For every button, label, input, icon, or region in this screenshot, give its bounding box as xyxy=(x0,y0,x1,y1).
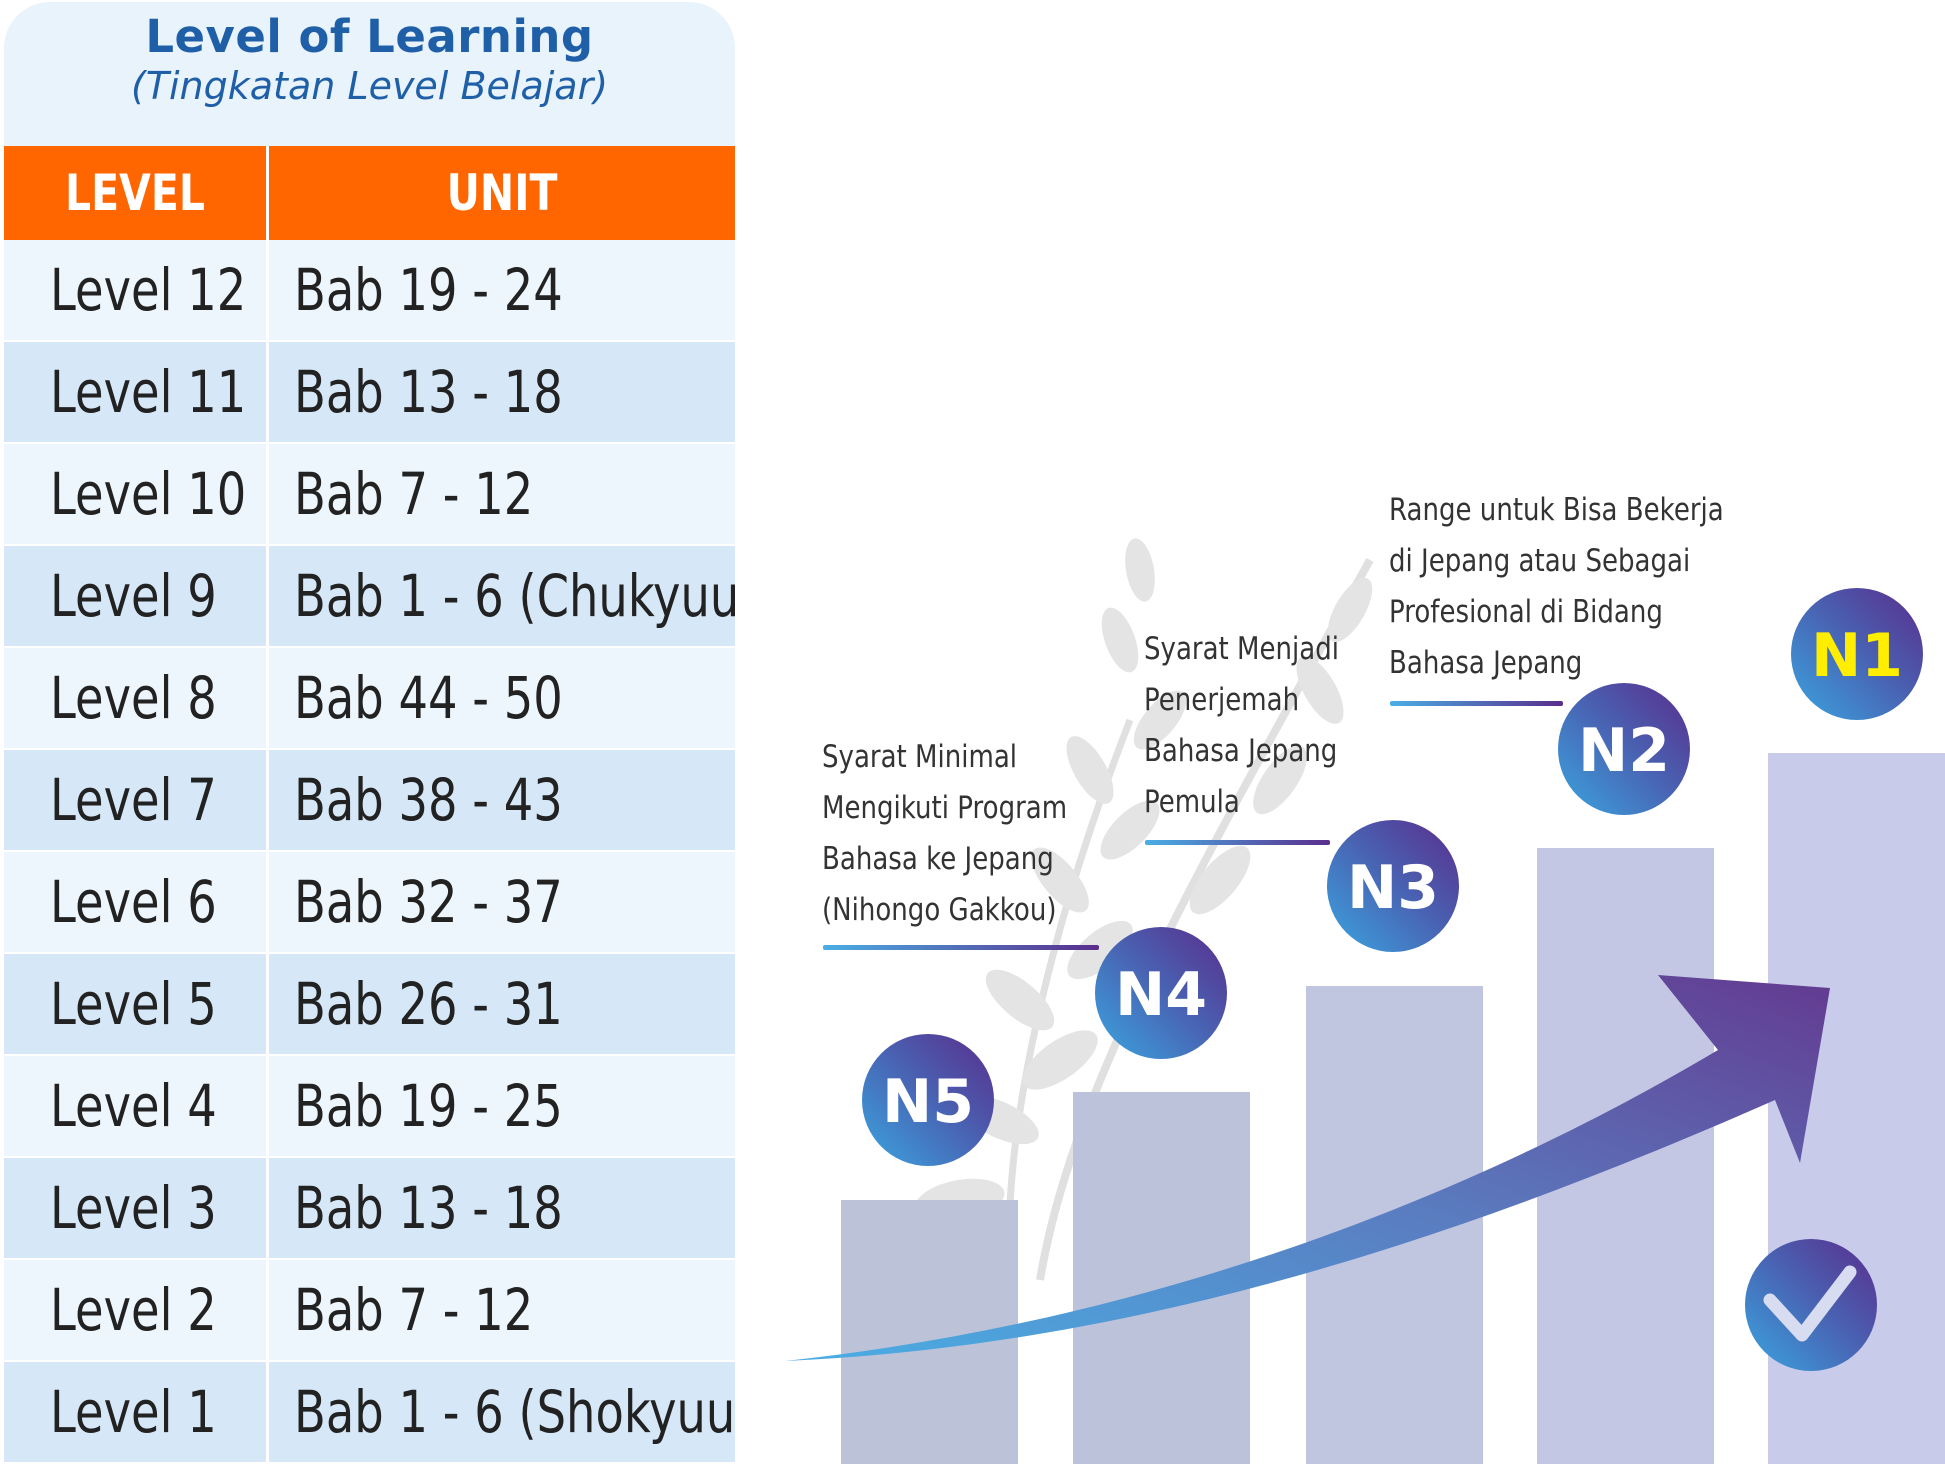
row-unit: Bab 44 - 50 xyxy=(294,664,563,732)
note-n4: Syarat Minimal Mengikuti Program Bahasa … xyxy=(822,732,1067,936)
table-row: Level 8 Bab 44 - 50 xyxy=(4,648,735,750)
badge-n2: N2 xyxy=(1558,683,1690,815)
row-level: Level 2 xyxy=(50,1276,217,1344)
note-n3-line-1: Syarat Menjadi xyxy=(1144,631,1339,667)
row-separator xyxy=(4,1054,735,1056)
row-unit: Bab 7 - 12 xyxy=(294,1276,534,1344)
table-row: Level 5 Bab 26 - 31 xyxy=(4,954,735,1056)
row-separator xyxy=(4,748,735,750)
row-unit: Bab 1 - 6 (Chukyuu) xyxy=(294,562,735,630)
card-title: Level of Learning xyxy=(145,10,594,63)
row-separator xyxy=(4,850,735,852)
badge-n1: N1 xyxy=(1791,588,1923,720)
note-n2-line-2: di Jepang atau Sebagai xyxy=(1389,543,1691,579)
note-n2-line-4: Bahasa Jepang xyxy=(1389,645,1583,681)
row-level: Level 1 xyxy=(50,1378,217,1446)
row-separator xyxy=(4,1156,735,1158)
row-unit: Bab 19 - 24 xyxy=(294,256,563,324)
note-n3-line-2: Penerjemah xyxy=(1144,682,1300,718)
row-separator xyxy=(4,1258,735,1260)
row-level: Level 8 xyxy=(50,664,217,732)
row-unit: Bab 1 - 6 (Shokyuu) xyxy=(294,1378,735,1446)
note-n3-line-4: Pemula xyxy=(1144,784,1240,820)
header-unit: UNIT xyxy=(446,164,558,222)
badge-n4: N4 xyxy=(1095,927,1227,1059)
table-row: Level 6 Bab 32 - 37 xyxy=(4,852,735,954)
row-level: Level 10 xyxy=(50,460,247,528)
row-level: Level 6 xyxy=(50,868,217,936)
table-row: Level 9 Bab 1 - 6 (Chukyuu) xyxy=(4,546,735,648)
row-unit: Bab 13 - 18 xyxy=(294,358,563,426)
check-icon xyxy=(1745,1239,1877,1371)
header-level: LEVEL xyxy=(64,164,205,222)
table-row: Level 4 Bab 19 - 25 xyxy=(4,1056,735,1158)
note-n3: Syarat Menjadi Penerjemah Bahasa Jepang … xyxy=(1144,624,1339,828)
row-separator xyxy=(4,340,735,342)
table-row: Level 3 Bab 13 - 18 xyxy=(4,1158,735,1260)
note-underline-n3 xyxy=(1145,840,1330,845)
row-unit: Bab 13 - 18 xyxy=(294,1174,563,1242)
row-level: Level 12 xyxy=(50,256,247,324)
note-n2: Range untuk Bisa Bekerja di Jepang atau … xyxy=(1389,485,1724,689)
table-row: Level 10 Bab 7 - 12 xyxy=(4,444,735,546)
row-level: Level 7 xyxy=(50,766,217,834)
note-n3-line-3: Bahasa Jepang xyxy=(1144,733,1338,769)
badge-n1-label: N1 xyxy=(1811,621,1903,691)
card-subtitle: (Tingkatan Level Belajar) xyxy=(130,64,609,108)
table-row: Level 7 Bab 38 - 43 xyxy=(4,750,735,852)
note-n4-line-3: Bahasa ke Jepang xyxy=(822,841,1054,877)
badge-n5-label: N5 xyxy=(882,1067,974,1137)
row-unit: Bab 38 - 43 xyxy=(294,766,563,834)
column-divider xyxy=(266,146,269,1462)
row-unit: Bab 7 - 12 xyxy=(294,460,534,528)
note-n4-line-4: (Nihongo Gakkou) xyxy=(822,892,1057,928)
row-level: Level 5 xyxy=(50,970,217,1038)
note-n2-line-3: Profesional di Bidang xyxy=(1389,594,1663,630)
row-level: Level 11 xyxy=(50,358,247,426)
row-separator xyxy=(4,442,735,444)
row-separator xyxy=(4,1360,735,1362)
note-n4-line-2: Mengikuti Program xyxy=(822,790,1068,826)
row-unit: Bab 19 - 25 xyxy=(294,1072,563,1140)
row-unit: Bab 32 - 37 xyxy=(294,868,563,936)
row-separator xyxy=(4,646,735,648)
row-separator xyxy=(4,952,735,954)
growth-arrow-icon xyxy=(785,975,1830,1361)
badge-n4-label: N4 xyxy=(1115,960,1207,1030)
table-row: Level 2 Bab 7 - 12 xyxy=(4,1260,735,1362)
row-level: Level 3 xyxy=(50,1174,217,1242)
table-row: Level 12 Bab 19 - 24 xyxy=(4,240,735,342)
row-level: Level 9 xyxy=(50,562,217,630)
row-unit: Bab 26 - 31 xyxy=(294,970,563,1038)
badge-n3: N3 xyxy=(1327,820,1459,952)
note-underline-n4 xyxy=(823,945,1099,950)
table-row: Level 1 Bab 1 - 6 (Shokyuu) xyxy=(4,1362,735,1462)
badge-n5: N5 xyxy=(862,1034,994,1166)
row-separator xyxy=(4,544,735,546)
row-level: Level 4 xyxy=(50,1072,217,1140)
note-underline-n2 xyxy=(1390,701,1563,706)
table-header: LEVEL UNIT xyxy=(4,146,735,240)
learning-level-card: Level of Learning (Tingkatan Level Belaj… xyxy=(4,2,735,1462)
note-n4-line-1: Syarat Minimal xyxy=(822,739,1018,775)
table-row: Level 11 Bab 13 - 18 xyxy=(4,342,735,444)
badge-n2-label: N2 xyxy=(1578,716,1670,786)
note-n2-line-1: Range untuk Bisa Bekerja xyxy=(1389,492,1724,528)
plant-decoration xyxy=(915,538,1374,1281)
badge-n3-label: N3 xyxy=(1347,853,1439,923)
